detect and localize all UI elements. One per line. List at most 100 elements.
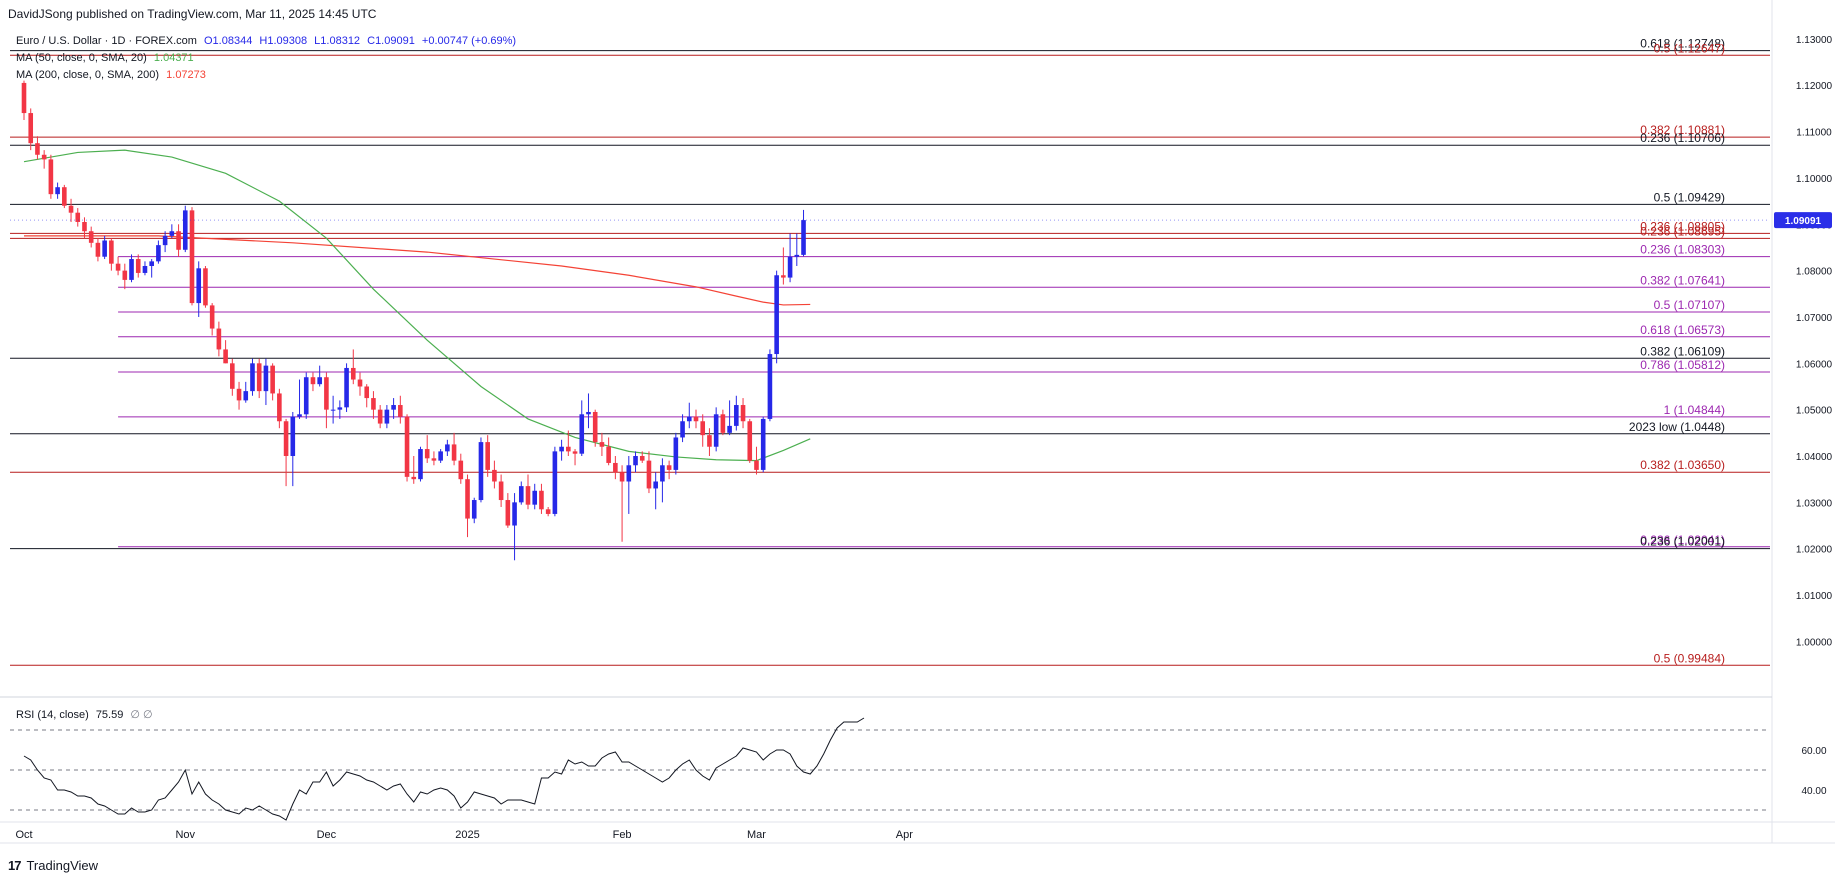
candle-body	[660, 465, 665, 482]
ma50-value: 1.04371	[153, 52, 194, 64]
candle-body	[532, 490, 538, 505]
time-axis-label: Nov	[175, 829, 195, 841]
candle-body	[431, 458, 437, 461]
y-tick-label: 1.12000	[1796, 81, 1833, 92]
fib-level-label: 0.5 (1.09429)	[1654, 190, 1725, 204]
candle-body	[754, 460, 759, 470]
candle-body	[774, 275, 779, 355]
candle-body	[592, 411, 598, 443]
y-tick-label: 1.03000	[1796, 498, 1833, 509]
y-tick-label: 1.08000	[1796, 267, 1833, 278]
time-axis-label: Oct	[15, 829, 32, 841]
fib-level-label: 0.236 (1.02041)	[1640, 533, 1725, 547]
ohlc-change: +0.00747 (+0.69%)	[421, 35, 517, 47]
candle-body	[485, 442, 490, 470]
candle-body	[438, 451, 443, 461]
candle-body	[21, 82, 27, 114]
candle-body	[424, 449, 430, 459]
candle-body	[62, 187, 67, 206]
candle-body	[465, 479, 470, 519]
ohlc-high: H1.09308	[259, 35, 308, 47]
candle-body	[122, 270, 128, 280]
candle-body	[203, 268, 208, 306]
y-tick-label: 1.02000	[1796, 545, 1833, 556]
candle-body	[539, 490, 544, 510]
fib-level-label: 0.5 (0.99484)	[1654, 651, 1725, 665]
candle-body	[572, 451, 578, 454]
ma50-legend[interactable]: MA (50, close, 0, SMA, 20) 1.04371	[16, 52, 194, 64]
candle-body	[243, 391, 249, 401]
symbol-legend: Euro / U.S. Dollar · 1D · FOREX.com O1.0…	[16, 35, 516, 47]
candle-body	[209, 305, 215, 329]
candle-body	[230, 363, 235, 389]
candle-body	[129, 259, 134, 280]
rsi-legend[interactable]: RSI (14, close) 75.59 ∅ ∅	[16, 708, 153, 721]
candle-body	[458, 460, 464, 480]
candle-body	[794, 254, 800, 257]
candle-body	[673, 437, 679, 470]
rsi-tick-label: 60.00	[1801, 746, 1826, 757]
candle-body	[680, 421, 685, 438]
candle-body	[693, 416, 699, 422]
candle-body	[801, 220, 806, 255]
candle-body	[713, 414, 719, 447]
candle-body	[471, 500, 477, 519]
candle-body	[707, 435, 712, 447]
ohlc-low: L1.08312	[314, 35, 361, 47]
candle-body	[350, 367, 356, 380]
y-tick-label: 1.13000	[1796, 35, 1833, 46]
fib-level-label: 0.236 (1.08695)	[1640, 224, 1725, 238]
candle-body	[41, 154, 47, 160]
publisher-caption: DavidJSong published on TradingView.com,…	[8, 7, 377, 21]
ohlc-open: O1.08344	[204, 35, 253, 47]
candle-body	[149, 261, 154, 266]
fib-level-label: 0.382 (1.03650)	[1640, 458, 1725, 472]
candle-body	[216, 328, 222, 350]
ma200-legend[interactable]: MA (200, close, 0, SMA, 200) 1.07273	[16, 69, 206, 81]
fib-level-label: 0.382 (1.10881)	[1640, 123, 1725, 137]
candle-body	[297, 414, 302, 417]
y-tick-label: 1.06000	[1796, 359, 1833, 370]
candle-body	[236, 388, 242, 401]
candle-body	[478, 442, 484, 501]
y-tick-label: 1.04000	[1796, 452, 1833, 463]
candle-body	[740, 405, 746, 422]
candle-body	[666, 465, 672, 470]
tradingview-logo[interactable]: 17 TradingView	[8, 858, 98, 873]
ma50-line	[23, 149, 811, 462]
y-tick-label: 1.10000	[1796, 174, 1833, 185]
candle-body	[734, 405, 739, 426]
candle-body	[398, 405, 403, 417]
candle-body	[263, 365, 269, 392]
candle-body	[747, 421, 753, 461]
fib-level-label: 0.5 (1.07107)	[1654, 298, 1725, 312]
tradingview-mark-icon: 17	[8, 858, 22, 873]
y-tick-label: 1.07000	[1796, 313, 1833, 324]
rsi-label: RSI (14, close)	[16, 709, 89, 721]
candle-body	[639, 456, 645, 461]
ma50-label: MA (50, close, 0, SMA, 20)	[16, 52, 147, 64]
fib-level-label: 0.5 (1.12647)	[1654, 41, 1725, 55]
candle-body	[720, 414, 726, 433]
candle-body	[95, 242, 101, 257]
y-tick-label: 1.05000	[1796, 406, 1833, 417]
candle-body	[559, 446, 564, 452]
fib-level-label: 0.382 (1.07641)	[1640, 273, 1725, 287]
candle-body	[700, 421, 706, 436]
candle-body	[55, 187, 60, 195]
symbol-title: Euro / U.S. Dollar · 1D · FOREX.com	[16, 35, 197, 47]
time-axis-label: Mar	[747, 829, 766, 841]
fib-level-label: 1 (1.04844)	[1664, 403, 1725, 417]
last-price-tag-label: 1.09091	[1785, 216, 1822, 227]
candle-body	[156, 245, 161, 262]
candle-body	[115, 263, 121, 271]
candle-body	[566, 446, 571, 452]
fib-level-label: 0.618 (1.06573)	[1640, 323, 1725, 337]
rsi-extra: ∅ ∅	[130, 709, 153, 721]
candle-body	[68, 205, 74, 213]
candle-body	[162, 235, 168, 246]
candle-body	[404, 416, 410, 477]
candle-body	[102, 240, 107, 257]
candle-body	[760, 418, 766, 470]
